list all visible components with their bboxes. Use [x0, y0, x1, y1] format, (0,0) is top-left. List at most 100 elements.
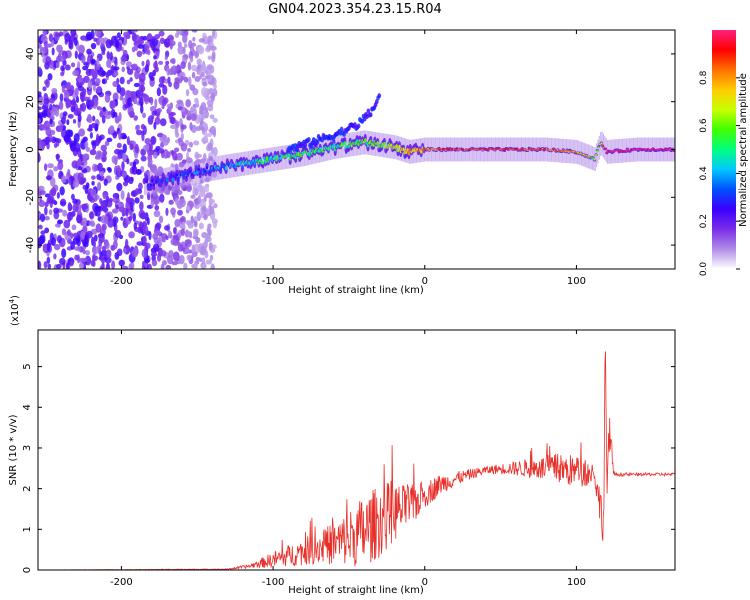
noise-blob: [57, 219, 63, 225]
noise-blob: [84, 255, 92, 266]
noise-blob: [44, 206, 48, 216]
noise-blob: [71, 224, 77, 231]
noise-blob: [144, 137, 151, 145]
noise-blob: [187, 147, 192, 153]
noise-blob: [175, 132, 180, 138]
noise-blob: [131, 165, 136, 172]
noise-blob: [140, 86, 144, 97]
ridge-halo: [208, 157, 210, 182]
noise-blob: [44, 215, 50, 221]
noise-blob: [110, 64, 115, 75]
ridge-halo: [189, 162, 191, 187]
noise-blob: [77, 85, 85, 92]
noise-blob: [170, 124, 177, 129]
noise-blob: [93, 97, 98, 106]
noise-blob: [177, 241, 182, 247]
noise-blob: [82, 65, 89, 71]
noise-blob: [153, 210, 161, 218]
noise-blob: [149, 105, 157, 112]
noise-blob: [57, 161, 64, 171]
noise-blob: [112, 208, 117, 214]
noise-blob: [194, 75, 201, 82]
noise-blob: [104, 93, 111, 103]
noise-blob: [43, 163, 48, 171]
x-tick-label: -200: [110, 577, 133, 588]
ridge-core: [297, 151, 300, 157]
noise-blob: [81, 203, 88, 210]
noise-blob: [167, 76, 171, 84]
noise-blob: [113, 71, 119, 77]
noise-blob: [149, 76, 155, 81]
noise-blob: [171, 261, 178, 266]
noise-blob: [195, 237, 201, 244]
noise-blob: [204, 239, 208, 248]
noise-blob: [170, 207, 176, 215]
ridge-core: [343, 141, 347, 146]
noise-blob: [82, 96, 90, 102]
noise-blob: [80, 257, 88, 263]
noise-blob: [74, 50, 78, 60]
noise-blob: [85, 230, 93, 239]
noise-blob: [138, 96, 142, 105]
noise-blob: [158, 30, 165, 37]
noise-blob: [102, 150, 108, 157]
noise-blob: [47, 263, 52, 269]
noise-blob: [90, 188, 97, 198]
noise-blob: [141, 212, 146, 220]
noise-blob: [82, 249, 86, 255]
ridge-core: [274, 154, 277, 159]
colorbar-ticks: 0.0 0.2 0.4 0.6 0.8: [699, 70, 740, 276]
x-tick-label: 0: [422, 276, 428, 287]
noise-blob: [51, 47, 55, 56]
noise-blob: [174, 219, 181, 228]
noise-blob: [54, 223, 61, 228]
noise-blob: [77, 77, 83, 83]
noise-blob: [99, 198, 103, 204]
ridge-core: [224, 166, 228, 171]
noise-blob: [44, 43, 48, 54]
noise-blob: [98, 37, 105, 44]
noise-blob: [209, 199, 216, 204]
noise-blob: [101, 70, 106, 76]
noise-blob: [89, 149, 97, 156]
noise-blob: [138, 221, 144, 228]
branch-cell: [353, 122, 357, 128]
noise-blob: [42, 86, 47, 92]
noise-blob: [153, 55, 157, 60]
noise-blob: [38, 118, 41, 124]
ridge-core: [402, 147, 405, 152]
noise-blob: [38, 124, 43, 130]
ridge-core: [219, 167, 222, 171]
noise-blob: [207, 132, 213, 138]
noise-blob: [104, 256, 112, 264]
noise-blob: [190, 194, 196, 199]
noise-blob: [184, 43, 188, 48]
noise-blob: [70, 193, 75, 201]
noise-blob: [212, 146, 218, 157]
snr-y-multiplier-exp: 4: [8, 298, 16, 303]
noise-blob: [80, 54, 86, 64]
y-tick-label: 0: [25, 146, 36, 152]
noise-blob: [209, 254, 214, 261]
noise-blob: [209, 114, 215, 120]
y-tick-label: 1: [22, 526, 33, 532]
noise-blob: [59, 198, 67, 207]
figure-title: GN04.2023.354.23.15.R04: [268, 2, 442, 17]
noise-blob: [163, 149, 169, 159]
noise-blob: [56, 138, 62, 144]
noise-blob: [179, 217, 185, 222]
noise-blob: [54, 107, 60, 117]
ridge-core: [593, 158, 596, 161]
noise-blob: [172, 251, 180, 262]
noise-blob: [173, 147, 180, 153]
noise-blob: [191, 64, 197, 72]
noise-blob: [153, 121, 157, 130]
noise-blob: [53, 142, 58, 148]
noise-blob: [126, 158, 130, 165]
noise-blob: [82, 184, 86, 190]
noise-blob: [93, 234, 98, 242]
noise-blob: [184, 230, 191, 238]
noise-blob: [127, 97, 132, 106]
ridge-core: [197, 167, 200, 172]
